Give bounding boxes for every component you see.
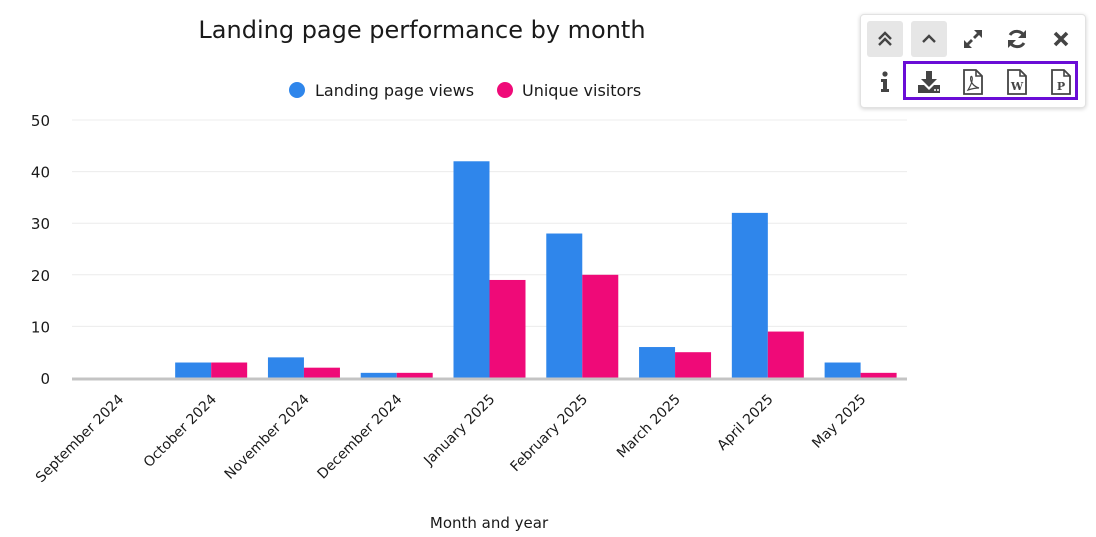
legend-marker-unique-visitors — [497, 82, 513, 98]
x-axis-label: Month and year — [430, 514, 549, 532]
bar-unique-visitors-january-2025[interactable] — [489, 279, 526, 378]
bar-unique-visitors-february-2025[interactable] — [582, 274, 619, 378]
legend-label-unique-visitors[interactable]: Unique visitors — [522, 81, 641, 100]
info-button[interactable] — [867, 64, 903, 100]
y-tick-label: 10 — [31, 318, 50, 336]
bar-landing-page-views-december-2024[interactable] — [360, 372, 397, 378]
x-tick-label: January 2025 — [420, 392, 498, 470]
bar-unique-visitors-may-2025[interactable] — [860, 372, 897, 378]
bar-unique-visitors-november-2024[interactable] — [303, 367, 340, 378]
bar-unique-visitors-october-2024[interactable] — [211, 362, 248, 378]
bar-unique-visitors-march-2025[interactable] — [675, 352, 712, 378]
x-tick-label: February 2025 — [508, 392, 592, 476]
double-chevron-up-icon — [878, 31, 892, 46]
expand-arrows-icon — [964, 30, 982, 48]
download-icon — [918, 71, 940, 93]
collapse-all-button[interactable] — [867, 21, 903, 57]
x-axis: September 2024 October 2024 November 2024 D… — [33, 377, 907, 486]
legend-marker-landing-page-views — [289, 82, 305, 98]
bar-landing-page-views-january-2025[interactable] — [453, 161, 490, 378]
info-icon — [881, 71, 889, 92]
refresh-icon — [1008, 29, 1026, 49]
chart-title: Landing page performance by month — [198, 16, 645, 44]
close-button[interactable] — [1043, 21, 1079, 57]
y-tick-label: 20 — [31, 267, 50, 285]
x-tick-label: September 2024 — [33, 391, 127, 485]
collapse-button[interactable] — [911, 21, 947, 57]
download-button[interactable] — [911, 64, 947, 100]
x-tick-label: December 2024 — [315, 391, 406, 482]
bar-landing-page-views-march-2025[interactable] — [639, 347, 676, 378]
export-powerpoint-button[interactable]: P — [1043, 64, 1079, 100]
x-tick-label: May 2025 — [809, 392, 869, 452]
powerpoint-icon-glyph: P — [1057, 80, 1065, 93]
legend-label-landing-page-views[interactable]: Landing page views — [315, 81, 474, 100]
pdf-file-icon — [963, 69, 983, 95]
y-tick-label: 50 — [31, 112, 50, 130]
expand-button[interactable] — [955, 21, 991, 57]
refresh-button[interactable] — [999, 21, 1035, 57]
bar-landing-page-views-april-2025[interactable] — [731, 212, 768, 378]
legend: Landing page views Unique visitors — [289, 81, 641, 100]
x-tick-label: October 2024 — [141, 391, 220, 470]
y-tick-label: 40 — [31, 164, 50, 182]
bar-landing-page-views-february-2025[interactable] — [546, 233, 583, 378]
bars — [175, 161, 897, 378]
y-tick-label: 30 — [31, 215, 50, 233]
bar-landing-page-views-may-2025[interactable] — [824, 362, 861, 378]
x-tick-label: November 2024 — [222, 391, 313, 482]
export-pdf-button[interactable] — [955, 64, 991, 100]
x-tick-label: March 2025 — [614, 392, 684, 462]
export-word-button[interactable]: W — [999, 64, 1035, 100]
x-tick-label: April 2025 — [714, 392, 776, 454]
bar-unique-visitors-december-2024[interactable] — [396, 372, 433, 378]
y-tick-label: 0 — [40, 370, 50, 388]
close-icon — [1053, 31, 1069, 47]
y-axis: 0 10 20 30 40 50 — [31, 112, 50, 388]
word-icon-glyph: W — [1010, 80, 1024, 93]
chart-toolbar: W P — [860, 14, 1086, 108]
word-file-icon: W — [1007, 69, 1027, 95]
chevron-up-icon — [922, 34, 936, 43]
powerpoint-file-icon: P — [1051, 69, 1071, 95]
bar-landing-page-views-november-2024[interactable] — [267, 357, 304, 378]
bar-unique-visitors-april-2025[interactable] — [767, 331, 804, 378]
bar-landing-page-views-october-2024[interactable] — [175, 362, 212, 378]
